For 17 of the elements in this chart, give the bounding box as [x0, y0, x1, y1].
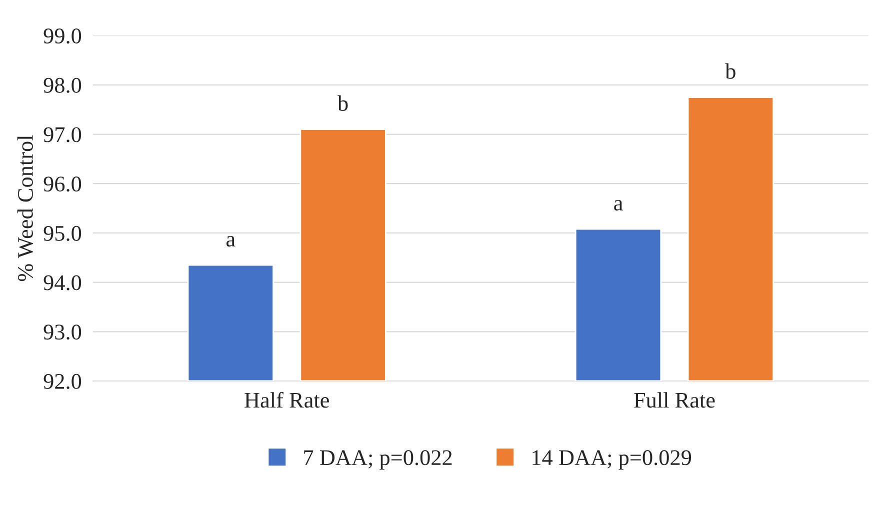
- y-tick-label: 98.0: [44, 78, 82, 93]
- y-tick-label: 94.0: [44, 275, 82, 290]
- y-tick-label: 99.0: [44, 28, 82, 44]
- y-tick-label: 96.0: [44, 176, 82, 192]
- x-tick-label: Half Rate: [244, 392, 329, 408]
- y-tick-label: 95.0: [44, 226, 82, 241]
- legend-label: 14 DAA; p=0.029: [532, 450, 692, 470]
- y-tick-label: 97.0: [44, 127, 82, 142]
- annotation: b: [337, 95, 348, 111]
- annotation: a: [614, 200, 623, 211]
- annotation: a: [226, 236, 236, 247]
- y-tick-label: 93.0: [44, 324, 82, 340]
- legend-label: 7 DAA; p=0.022: [304, 450, 452, 470]
- x-tick-label: Full Rate: [634, 392, 715, 408]
- y-axis-title: % Weed Control: [17, 135, 34, 282]
- y-tick-label: 92.0: [44, 374, 82, 390]
- annotation: b: [725, 63, 736, 79]
